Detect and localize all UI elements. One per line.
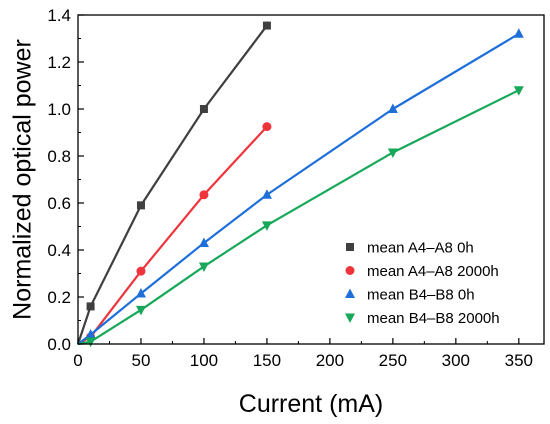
y-tick-label: 0.0	[47, 335, 71, 354]
y-tick-label: 0.6	[47, 194, 71, 213]
axis-ticks: 0 50 100 150 200 250 300 350 0.0 0.2 0.4 0.6 0.8 1.0 1…	[47, 6, 533, 370]
data-point	[513, 28, 524, 38]
y-tick-label: 0.2	[47, 288, 71, 307]
x-tick-label: 300	[442, 351, 470, 370]
data-point	[513, 86, 524, 96]
data-point	[387, 148, 398, 158]
data-point	[85, 337, 96, 348]
data-point	[198, 262, 209, 272]
data-point	[199, 105, 208, 113]
legend-label: mean A4–A8 0h	[367, 240, 474, 257]
legend-label: mean A4–A8 2000h	[367, 263, 499, 280]
series-1	[76, 21, 271, 345]
x-tick-label: 100	[190, 351, 218, 370]
data-point	[135, 287, 146, 298]
data-point	[136, 266, 146, 276]
data-point	[261, 221, 272, 231]
x-tick-label: 150	[253, 351, 281, 370]
legend-marker	[346, 243, 354, 251]
legend-label: mean B4–B8 0h	[367, 287, 475, 304]
data-point	[262, 21, 271, 30]
series-layer	[76, 21, 524, 348]
x-tick-label: 350	[505, 351, 533, 370]
y-axis-title: Normalized optical power	[9, 39, 37, 320]
x-tick-label: 0	[73, 351, 82, 370]
y-tick-label: 0.4	[47, 241, 71, 260]
x-tick-label: 200	[316, 351, 344, 370]
y-tick-label: 0.8	[47, 147, 71, 166]
legend-marker	[345, 266, 355, 275]
legend-marker	[345, 313, 355, 323]
series-line	[77, 125, 268, 345]
x-axis-title: Current (mA)	[239, 390, 383, 418]
x-tick-label: 250	[379, 351, 407, 370]
legend-marker	[345, 288, 355, 298]
series-3	[77, 28, 524, 345]
legend-label: mean B4–B8 2000h	[367, 310, 500, 327]
data-point	[86, 302, 95, 311]
y-tick-label: 1.2	[47, 53, 71, 72]
series-4	[77, 86, 524, 348]
data-point	[199, 190, 209, 200]
data-point	[387, 103, 398, 113]
y-tick-label: 1.0	[47, 100, 71, 119]
data-point	[135, 305, 146, 316]
data-point	[85, 329, 96, 339]
data-point	[261, 189, 272, 199]
y-tick-label: 1.4	[47, 6, 71, 25]
legend: mean A4–A8 0h mean A4–A8 2000h mean B4–B8 …	[345, 240, 500, 327]
data-point	[198, 237, 209, 247]
series-line	[76, 24, 268, 345]
data-point	[262, 122, 272, 132]
data-point	[136, 201, 145, 210]
x-tick-label: 50	[132, 351, 151, 370]
